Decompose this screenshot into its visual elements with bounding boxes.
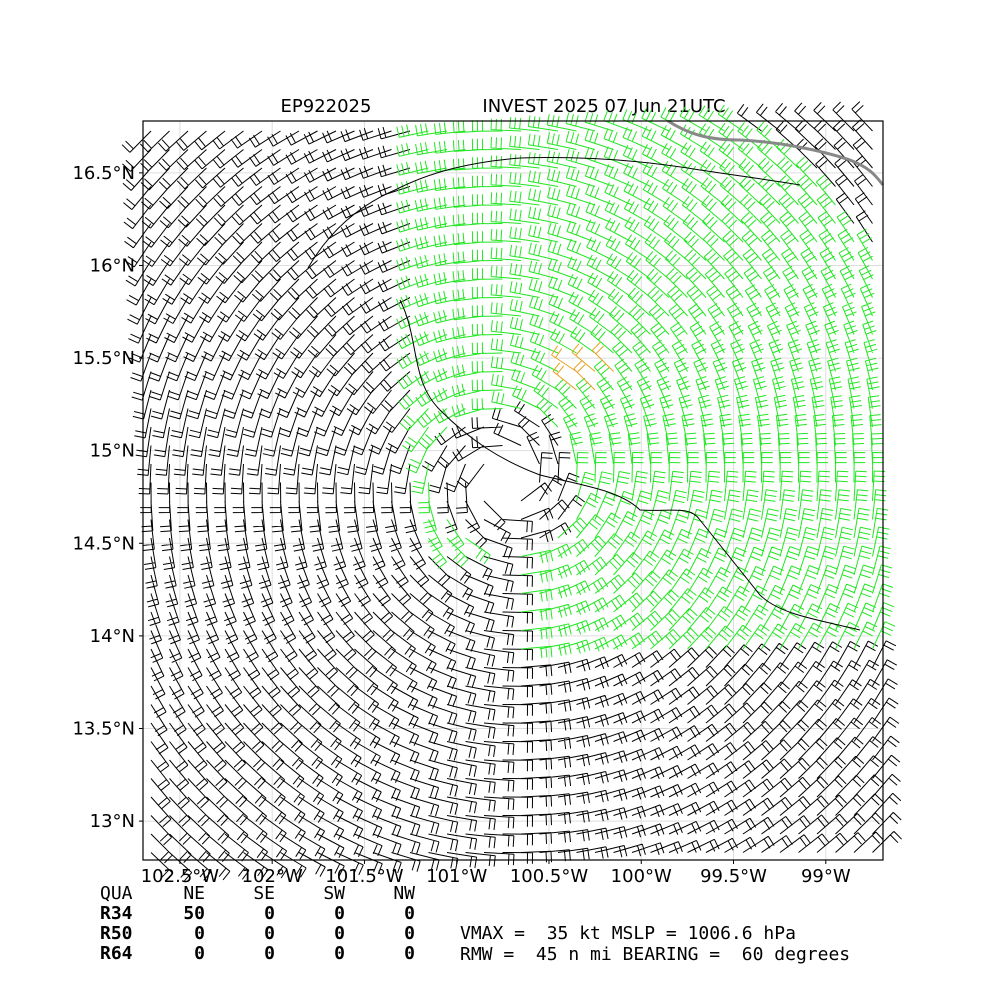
barb-group — [551, 342, 614, 391]
barb-group — [121, 101, 902, 882]
coastline — [399, 299, 861, 631]
y-tick-label: 15.5°N — [72, 348, 135, 369]
table-cell: 0 — [264, 903, 275, 924]
border-line — [667, 119, 885, 186]
table-cell: 0 — [334, 943, 345, 964]
y-tick-label: 14°N — [90, 626, 135, 647]
boundary-line — [307, 157, 801, 269]
y-tick-label: 14.5°N — [72, 533, 135, 554]
table-header: QUA — [100, 883, 133, 904]
x-tick-label: 102.5°W — [141, 866, 220, 887]
table-cell: 50 — [183, 903, 205, 924]
table-cell: 0 — [264, 923, 275, 944]
y-tick-label: 13.5°N — [72, 718, 135, 739]
x-tick-label: 102°W — [242, 866, 303, 887]
table-cell: 0 — [334, 923, 345, 944]
table-cell: 0 — [404, 923, 415, 944]
map-title: INVEST 2025 07 Jun 21UTC — [482, 96, 725, 117]
barb-group — [396, 104, 896, 659]
summary-line: VMAX = 35 kt MSLP = 1006.6 hPa — [460, 923, 796, 944]
table-cell: 0 — [194, 943, 205, 964]
table-header: NW — [393, 883, 415, 904]
table-header: SE — [253, 883, 275, 904]
table-cell: R64 — [100, 943, 133, 964]
y-tick-label: 15°N — [90, 441, 135, 462]
map-frame — [142, 120, 884, 861]
storm-id: EP922025 — [281, 96, 372, 117]
y-tick-label: 13°N — [90, 811, 135, 832]
wind-barbs — [121, 101, 902, 882]
x-tick-label: 99°W — [801, 866, 851, 887]
x-tick-label: 100°W — [611, 866, 672, 887]
y-tick-label: 16.5°N — [72, 163, 135, 184]
summary-line: RMW = 45 n mi BEARING = 60 degrees — [460, 944, 850, 965]
y-tick-label: 16°N — [90, 255, 135, 276]
table-cell: R50 — [100, 923, 133, 944]
table-header: NE — [183, 883, 205, 904]
table-cell: 0 — [404, 903, 415, 924]
x-tick-label: 101°W — [426, 866, 487, 887]
table-cell: 0 — [194, 923, 205, 944]
table-cell: R34 — [100, 903, 133, 924]
x-tick-label: 100.5°W — [510, 866, 589, 887]
table-header: SW — [323, 883, 345, 904]
table-cell: 0 — [264, 943, 275, 964]
table-cell: 0 — [334, 903, 345, 924]
x-tick-label: 101.5°W — [325, 866, 404, 887]
table-cell: 0 — [404, 943, 415, 964]
x-tick-label: 99.5°W — [700, 866, 767, 887]
